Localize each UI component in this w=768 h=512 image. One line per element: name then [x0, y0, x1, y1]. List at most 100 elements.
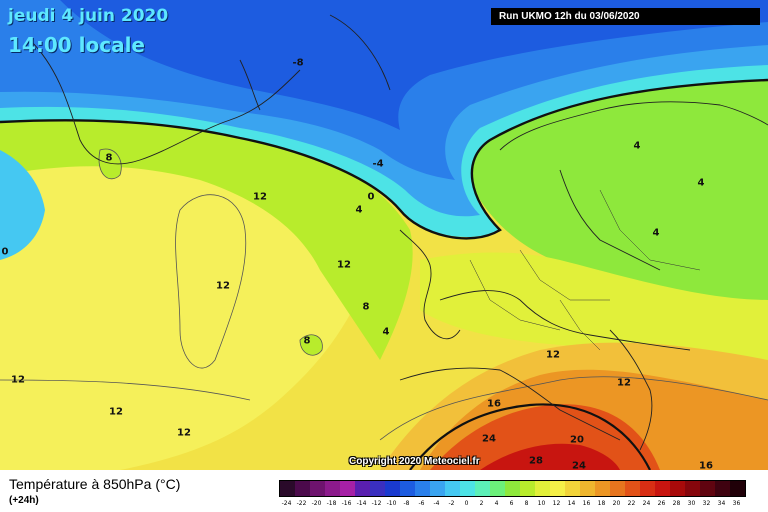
scale-swatch	[280, 481, 295, 496]
scale-tick-label: -20	[311, 500, 322, 507]
forecast-date: jeudi 4 juin 2020	[8, 6, 169, 26]
scale-swatch	[640, 481, 655, 496]
isoline-12-pocket	[175, 194, 247, 369]
isotherm-label: 16	[699, 460, 713, 472]
scale-tick-label: 24	[642, 500, 651, 507]
isotherm-label: -4	[372, 158, 384, 170]
isotherm-label: 4	[652, 227, 660, 239]
scale-swatch	[655, 481, 670, 496]
isotherm-label: 16	[487, 398, 501, 410]
temperature-map	[0, 0, 768, 470]
scale-swatch	[400, 481, 415, 496]
isotherm-label: 12	[617, 377, 631, 389]
scale-swatch	[625, 481, 640, 496]
isotherm-label: 0	[367, 191, 375, 203]
isotherm-label: 12	[177, 427, 191, 439]
scale-tick-label: 18	[597, 500, 606, 507]
isotherm-label: 4	[697, 177, 705, 189]
forecast-lead: (+24h)	[9, 495, 39, 506]
isotherm-label: 20	[570, 434, 584, 446]
scale-tick-label: -12	[371, 500, 382, 507]
scale-tick-label: -22	[296, 500, 307, 507]
scale-swatch	[715, 481, 730, 496]
scale-tick-label: 28	[672, 500, 681, 507]
scale-swatch	[415, 481, 430, 496]
scale-swatch	[310, 481, 325, 496]
scale-tick-label: -16	[341, 500, 352, 507]
field-24	[430, 404, 660, 470]
isotherm-label: 24	[572, 460, 586, 472]
isotherm-zero-line	[0, 78, 768, 240]
scale-tick-label: 26	[657, 500, 666, 507]
scale-tick-label: 14	[567, 500, 576, 507]
scale-tick-label: 36	[732, 500, 741, 507]
isotherm-label: 28	[529, 455, 543, 467]
scale-tick-label: 4	[494, 500, 499, 507]
run-info: Run UKMO 12h du 03/06/2020	[491, 8, 760, 25]
field-minus12	[60, 0, 768, 130]
isotherm-label: 0	[1, 246, 9, 258]
scale-swatch	[295, 481, 310, 496]
scale-swatch	[520, 481, 535, 496]
field-12	[0, 155, 380, 470]
isotherm-label: 12	[253, 191, 267, 203]
scale-tick-label: 16	[582, 500, 591, 507]
isotherm-label: 24	[482, 433, 496, 445]
scale-swatch	[325, 481, 340, 496]
scale-swatch	[385, 481, 400, 496]
isotherm-label: 12	[216, 280, 230, 292]
scale-swatch	[430, 481, 445, 496]
isoline-8-atlantic	[299, 334, 323, 356]
scale-tick-label: 10	[537, 500, 546, 507]
scale-tick-label: -10	[386, 500, 397, 507]
field-cold-pocket-west	[0, 150, 45, 260]
scale-tick-label: -8	[403, 500, 410, 507]
scale-swatch	[340, 481, 355, 496]
scale-swatch	[580, 481, 595, 496]
scale-tick-label: 0	[464, 500, 469, 507]
scale-tick-label: 32	[702, 500, 711, 507]
scale-swatch	[550, 481, 565, 496]
isotherm-label: 4	[382, 326, 390, 338]
scale-tick-label: 8	[524, 500, 529, 507]
scale-swatch	[460, 481, 475, 496]
isotherm-label: 8	[362, 301, 370, 313]
scale-tick-label: -24	[281, 500, 292, 507]
scale-tick-label: 2	[479, 500, 484, 507]
coastlines	[29, 14, 768, 451]
scale-swatch	[445, 481, 460, 496]
isotherm-label: 12	[11, 374, 25, 386]
color-scale	[279, 480, 746, 497]
scale-swatch	[670, 481, 685, 496]
scale-swatch	[355, 481, 370, 496]
isotherm-label: 12	[337, 259, 351, 271]
scale-tick-label: -2	[448, 500, 455, 507]
forecast-time: 14:00 locale	[8, 33, 145, 57]
parameter-title: Température à 850hPa (°C)	[9, 476, 181, 492]
scale-tick-label: 34	[717, 500, 726, 507]
scale-tick-label: 20	[612, 500, 621, 507]
isoline-8-greenland	[98, 148, 122, 180]
isotherm-warm-line	[409, 403, 651, 470]
isotherm-label: 8	[105, 152, 113, 164]
field-8	[0, 115, 413, 360]
scale-tick-label: 22	[627, 500, 636, 507]
scale-tick-label: 30	[687, 500, 696, 507]
scale-tick-label: -14	[356, 500, 367, 507]
isotherm-label: 8	[303, 335, 311, 347]
scale-swatch	[490, 481, 505, 496]
isotherm-label: 4	[633, 140, 641, 152]
country-borders	[469, 189, 701, 351]
scale-swatch	[700, 481, 715, 496]
copyright-notice: Copyright 2020 Meteociel.fr	[349, 456, 480, 467]
isotherm-label: 4	[355, 204, 363, 216]
scale-swatch	[595, 481, 610, 496]
scale-tick-label: 6	[509, 500, 514, 507]
isotherm-label: 12	[109, 406, 123, 418]
isoline-12-south	[0, 379, 251, 401]
scale-swatch	[505, 481, 520, 496]
isoline-16	[379, 376, 768, 441]
legend-footer: Température à 850hPa (°C) (+24h) -24 -22-…	[0, 470, 768, 512]
scale-swatch	[370, 481, 385, 496]
